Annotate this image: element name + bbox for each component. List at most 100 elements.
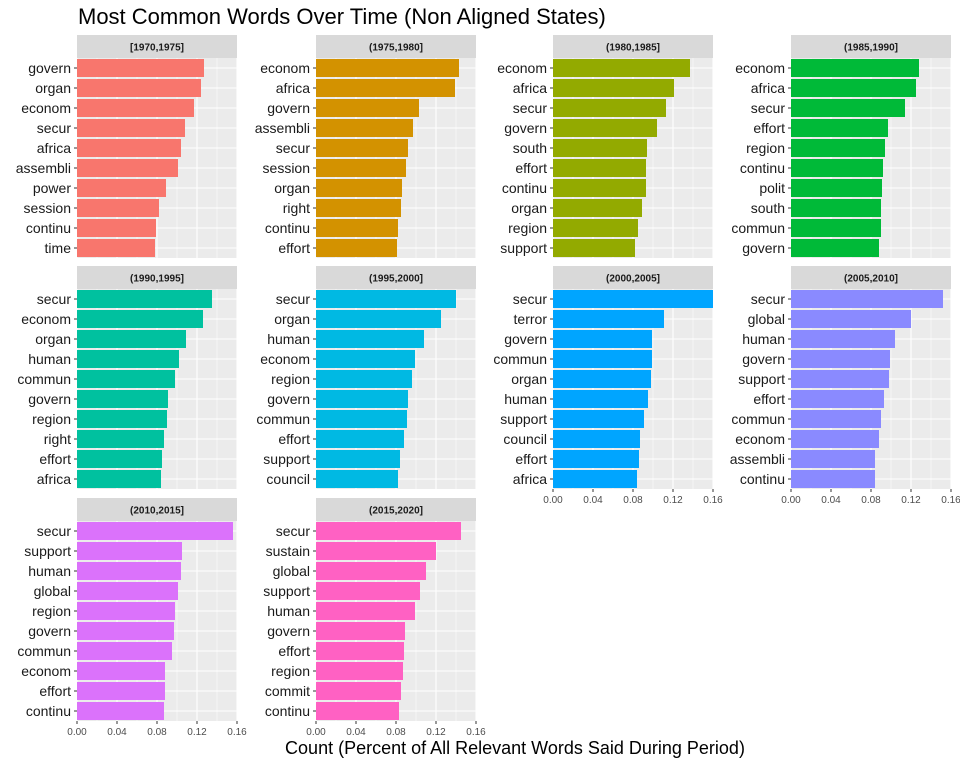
bar-commun (791, 219, 881, 237)
y-tick-label: region (32, 603, 71, 619)
x-tick-label: 0.08 (147, 727, 167, 738)
bar-support (77, 542, 182, 560)
y-tick-label: global (34, 583, 71, 599)
x-tick-label: 0.12 (187, 727, 207, 738)
y-tick-label: support (263, 583, 310, 599)
y-tick-label: secur (276, 140, 311, 156)
bar-region (77, 602, 175, 620)
y-tick-label: govern (267, 100, 310, 116)
y-tick-label: south (513, 140, 547, 156)
bar-session (77, 199, 159, 217)
y-tick-label: right (283, 200, 310, 216)
y-tick-label: govern (504, 120, 547, 136)
bar-organ (77, 79, 201, 97)
y-tick-label: commun (731, 411, 785, 427)
y-tick-label: support (500, 240, 547, 256)
bar-right (77, 430, 164, 448)
bar-global (316, 562, 426, 580)
y-tick-label: south (751, 200, 785, 216)
bar-africa (77, 470, 161, 488)
chart-title: Most Common Words Over Time (Non Aligned… (78, 4, 606, 29)
bar-africa (553, 470, 637, 488)
bar-govern (316, 390, 408, 408)
y-tick-label: human (742, 331, 785, 347)
facet-strip (77, 35, 237, 58)
y-tick-label: effort (515, 160, 547, 176)
y-tick-label: commun (256, 411, 310, 427)
y-tick-label: region (508, 220, 547, 236)
x-tick-label: 0.04 (583, 495, 603, 506)
bar-human (791, 330, 895, 348)
facet-strip (316, 266, 476, 289)
y-tick-label: commun (731, 220, 785, 236)
y-tick-label: human (28, 563, 71, 579)
facet-strip-label: (1975,1980] (369, 43, 423, 54)
bar-secur (316, 290, 456, 308)
y-tick-label: secur (37, 291, 72, 307)
y-tick-label: govern (28, 623, 71, 639)
y-tick-label: continu (265, 703, 310, 719)
y-tick-label: govern (742, 240, 785, 256)
y-tick-label: continu (740, 471, 785, 487)
bar-effort (77, 450, 162, 468)
bar-econom (77, 99, 194, 117)
bar-govern (316, 99, 419, 117)
y-tick-label: council (266, 471, 310, 487)
bar-support (553, 410, 644, 428)
bar-continu (316, 702, 399, 720)
y-tick-label: support (263, 451, 310, 467)
y-tick-label: organ (511, 200, 547, 216)
y-tick-label: secur (37, 120, 72, 136)
facet-strip (553, 266, 713, 289)
bar-govern (77, 622, 174, 640)
bar-econom (791, 430, 879, 448)
y-tick-label: econom (735, 431, 785, 447)
bar-secur (77, 290, 212, 308)
facet-strip-label: (2000,2005] (606, 274, 660, 285)
bar-econom (316, 350, 415, 368)
bar-region (77, 410, 167, 428)
facet-strip-label: (2010,2015] (130, 506, 184, 517)
bar-commun (553, 350, 652, 368)
bar-assembli (77, 159, 178, 177)
x-tick-label: 0.08 (623, 495, 643, 506)
bar-human (77, 562, 181, 580)
bar-global (77, 582, 178, 600)
y-tick-label: secur (751, 291, 786, 307)
bar-power (77, 179, 166, 197)
y-tick-label: commun (17, 371, 71, 387)
y-tick-label: region (271, 663, 310, 679)
bar-commun (77, 370, 175, 388)
bar-africa (316, 79, 455, 97)
y-tick-label: secur (513, 100, 548, 116)
bar-human (316, 602, 415, 620)
bar-effort (77, 682, 165, 700)
bar-right (316, 199, 401, 217)
x-tick-label: 0.08 (386, 727, 406, 738)
y-tick-label: africa (276, 80, 310, 96)
bar-govern (553, 330, 652, 348)
y-tick-label: africa (513, 471, 547, 487)
y-tick-label: sustain (266, 543, 310, 559)
bar-econom (316, 59, 459, 77)
y-tick-label: effort (39, 683, 71, 699)
y-tick-label: econom (260, 60, 310, 76)
bar-govern (77, 59, 204, 77)
bar-organ (553, 199, 642, 217)
y-tick-label: econom (260, 351, 310, 367)
facet-strip (77, 266, 237, 289)
bar-assembli (316, 119, 413, 137)
bar-council (553, 430, 640, 448)
facet-strip (791, 266, 951, 289)
bar-support (553, 239, 635, 257)
x-tick-label: 0.16 (227, 727, 247, 738)
bar-effort (791, 119, 888, 137)
x-tick-label: 0.00 (543, 495, 563, 506)
bar-continu (553, 179, 646, 197)
bar-econom (791, 59, 919, 77)
bar-assembli (791, 450, 875, 468)
bar-commit (316, 682, 401, 700)
bar-econom (77, 310, 203, 328)
y-tick-label: govern (267, 391, 310, 407)
y-tick-label: continu (740, 160, 785, 176)
